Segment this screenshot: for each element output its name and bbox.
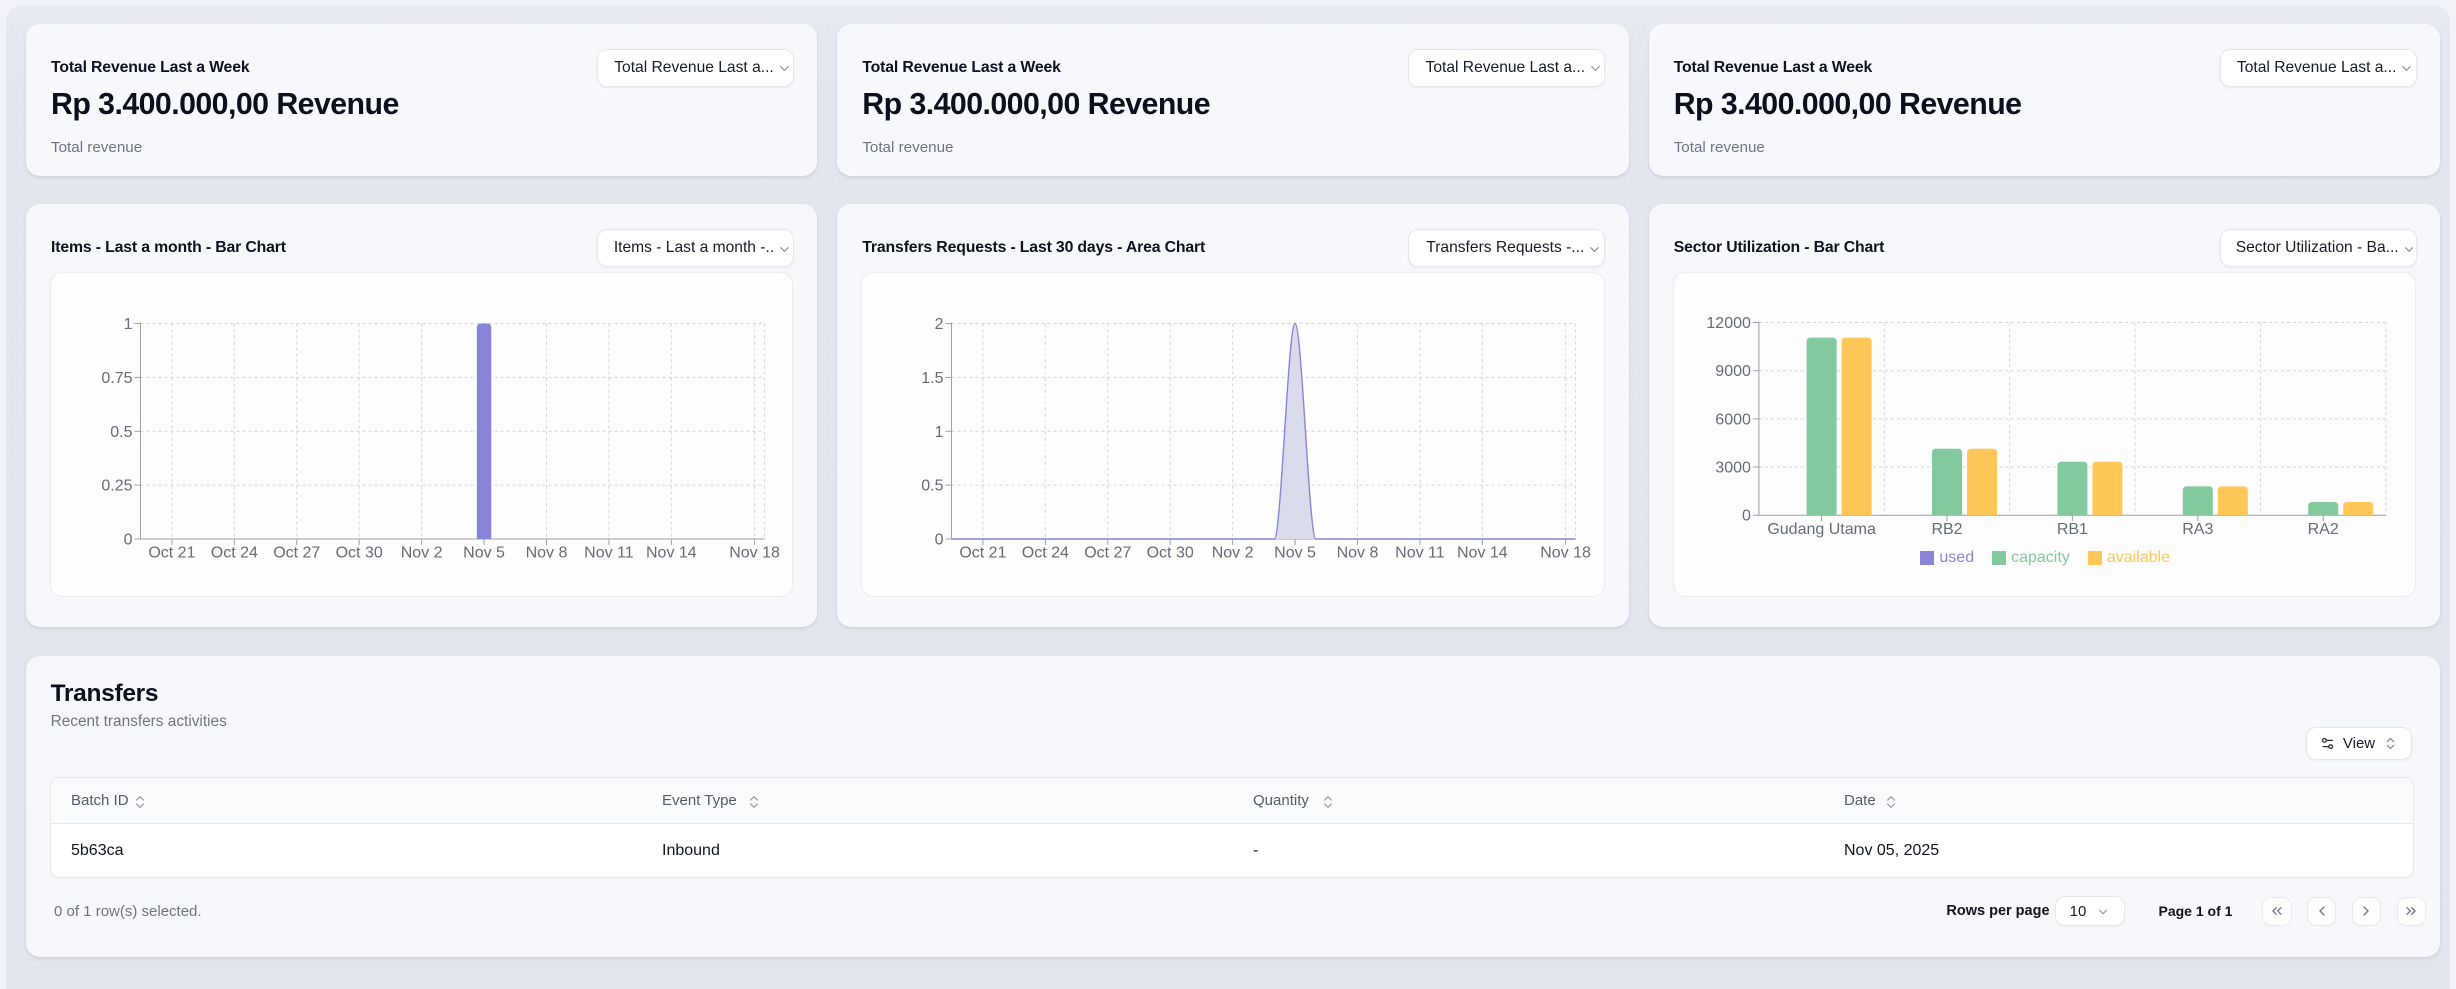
svg-text:Nov 14: Nov 14 (1457, 545, 1508, 562)
svg-text:Oct 30: Oct 30 (1147, 545, 1194, 562)
svg-text:Oct 24: Oct 24 (1022, 545, 1069, 562)
svg-text:Nov 2: Nov 2 (401, 545, 443, 562)
svg-text:9000: 9000 (1715, 363, 1751, 380)
svg-text:Nov 11: Nov 11 (1395, 545, 1445, 562)
svg-text:Nov 5: Nov 5 (463, 545, 505, 562)
svg-text:Oct 27: Oct 27 (1084, 545, 1131, 562)
svg-text:RB1: RB1 (2057, 521, 2088, 538)
svg-text:0: 0 (1742, 508, 1751, 525)
svg-text:1.5: 1.5 (922, 370, 944, 387)
svg-text:Nov 11: Nov 11 (584, 545, 634, 562)
svg-text:Gudang Utama: Gudang Utama (1767, 521, 1876, 538)
svg-text:6000: 6000 (1715, 411, 1751, 428)
svg-text:Nov 5: Nov 5 (1274, 545, 1316, 562)
svg-text:Nov 18: Nov 18 (729, 545, 780, 562)
svg-text:Nov 14: Nov 14 (646, 545, 697, 562)
svg-text:Nov 2: Nov 2 (1212, 545, 1254, 562)
svg-text:0.75: 0.75 (101, 370, 132, 387)
svg-text:2: 2 (935, 316, 944, 333)
svg-text:0.5: 0.5 (110, 424, 132, 441)
svg-text:RA3: RA3 (2182, 521, 2213, 538)
svg-text:Nov 18: Nov 18 (1541, 545, 1592, 562)
svg-text:Nov 8: Nov 8 (526, 545, 568, 562)
svg-text:1: 1 (124, 316, 133, 333)
svg-text:RA2: RA2 (2307, 521, 2338, 538)
svg-text:3000: 3000 (1715, 460, 1751, 477)
svg-text:Oct 21: Oct 21 (960, 545, 1007, 562)
svg-text:RB2: RB2 (1931, 521, 1962, 538)
svg-text:0: 0 (935, 532, 944, 549)
svg-text:0.5: 0.5 (922, 478, 944, 495)
svg-text:12000: 12000 (1706, 315, 1751, 332)
svg-text:Oct 24: Oct 24 (211, 545, 258, 562)
svg-text:Oct 27: Oct 27 (273, 545, 320, 562)
svg-text:1: 1 (935, 424, 944, 441)
svg-text:0.25: 0.25 (101, 478, 132, 495)
svg-text:Oct 30: Oct 30 (336, 545, 383, 562)
svg-text:Oct 21: Oct 21 (148, 545, 195, 562)
svg-text:Nov 8: Nov 8 (1337, 545, 1379, 562)
svg-text:0: 0 (124, 532, 133, 549)
